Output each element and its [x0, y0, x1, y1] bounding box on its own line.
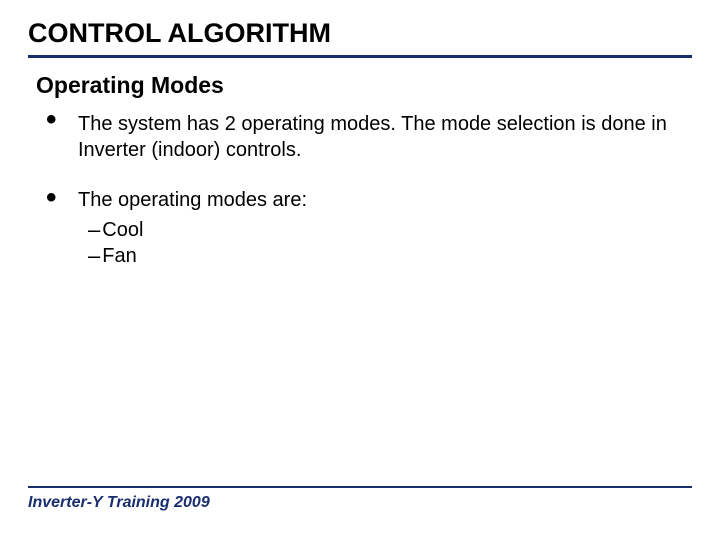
- dash-icon: –: [88, 243, 100, 269]
- sub-list: – Cool – Fan: [78, 217, 307, 270]
- list-item: • The operating modes are: – Cool – Fan: [46, 187, 692, 270]
- dash-icon: –: [88, 217, 100, 243]
- bullet-text: The system has 2 operating modes. The mo…: [78, 109, 692, 163]
- slide-title: CONTROL ALGORITHM: [28, 18, 692, 58]
- list-item: • The system has 2 operating modes. The …: [46, 109, 692, 163]
- footer-text: Inverter-Y Training 2009: [28, 494, 692, 512]
- sub-list-item: – Cool: [78, 217, 307, 243]
- bullet-icon: •: [46, 109, 60, 130]
- slide-subtitle: Operating Modes: [28, 72, 692, 99]
- sub-item-text: Cool: [102, 217, 143, 243]
- slide-container: CONTROL ALGORITHM Operating Modes • The …: [0, 0, 720, 540]
- bullet-icon: •: [46, 187, 60, 208]
- sub-list-item: – Fan: [78, 243, 307, 269]
- footer: Inverter-Y Training 2009: [28, 486, 692, 512]
- bullet-list: • The system has 2 operating modes. The …: [28, 109, 692, 270]
- sub-item-text: Fan: [102, 243, 136, 269]
- bullet-content: The operating modes are: – Cool – Fan: [78, 187, 307, 270]
- bullet-text: The operating modes are:: [78, 187, 307, 211]
- footer-divider: [28, 486, 692, 488]
